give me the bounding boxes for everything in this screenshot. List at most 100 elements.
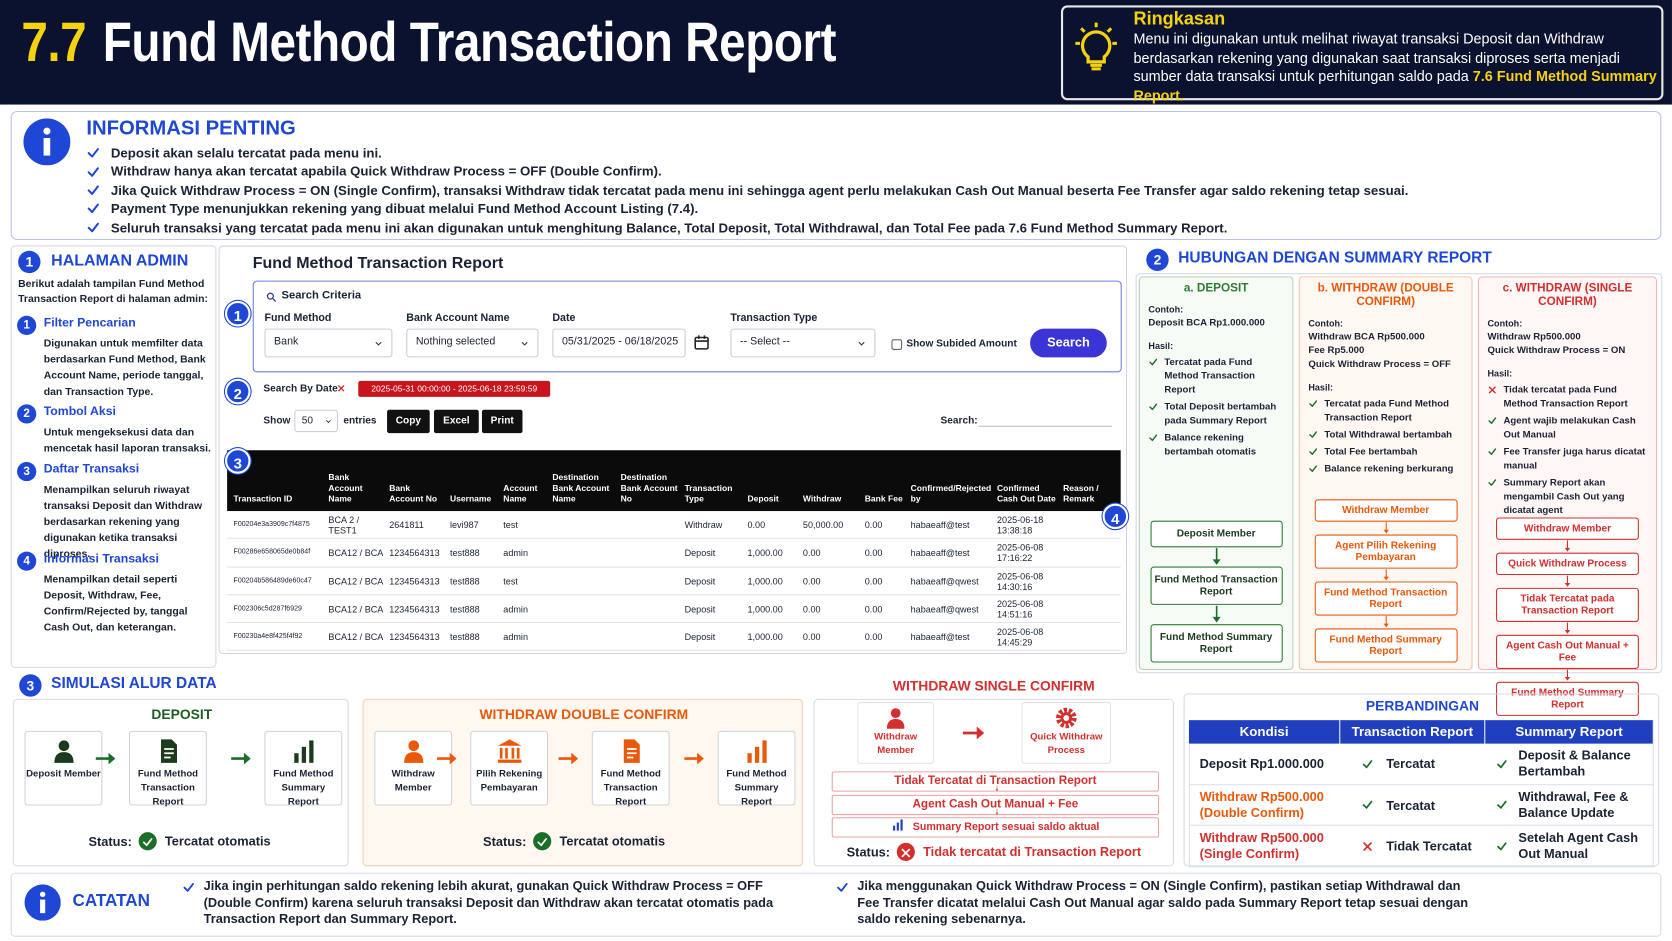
example-text: Quick Withdraw Process = ON bbox=[1487, 344, 1626, 356]
right-icon bbox=[435, 747, 458, 770]
table-cell: 1,000.00 bbox=[747, 575, 783, 587]
result-item: Balance rekening bertambah otomatis bbox=[1148, 431, 1283, 459]
check-icon bbox=[1496, 799, 1508, 811]
relation-flow: Withdraw Member Agent Pilih Rekening Pemb… bbox=[1308, 499, 1463, 663]
table-cell: Deposit bbox=[684, 603, 716, 615]
export-button[interactable]: Copy bbox=[387, 409, 430, 434]
checkbox[interactable] bbox=[891, 339, 903, 350]
search-label: Search: bbox=[940, 415, 978, 427]
column-header: Account Name bbox=[503, 483, 538, 504]
search-input[interactable] bbox=[978, 425, 1113, 427]
table-cell: 1,000.00 bbox=[747, 547, 783, 559]
entries-select[interactable]: 50 bbox=[294, 409, 339, 433]
table-cell: admin bbox=[503, 547, 528, 559]
flow-box: Agent Cash Out Manual + Fee bbox=[1496, 634, 1639, 669]
filter-select[interactable]: -- Select -- bbox=[730, 328, 876, 358]
step-number: 2 bbox=[17, 404, 37, 424]
export-button[interactable]: Print bbox=[481, 409, 523, 434]
checkbox-label: Show Subided Amount bbox=[906, 338, 1017, 350]
flow-step-label: Fund Method Summary Report bbox=[273, 768, 334, 807]
search-icon bbox=[266, 291, 278, 303]
filter-select[interactable]: Nothing selected bbox=[406, 328, 539, 358]
transaction-text: Tidak Tercatat bbox=[1386, 838, 1472, 854]
result-item: Tercatat pada Fund Method Transaction Re… bbox=[1308, 397, 1463, 425]
result-text: Total Withdrawal bertambah bbox=[1324, 428, 1453, 440]
table-header bbox=[227, 450, 1121, 512]
relation-column-title: a. DEPOSIT bbox=[1183, 281, 1249, 295]
table-cell: 50,000.00 bbox=[802, 519, 844, 531]
down-icon bbox=[1561, 575, 1574, 588]
result-text: Tercatat pada Fund Method Transaction Re… bbox=[1164, 356, 1256, 395]
column-header: Transaction Type bbox=[684, 483, 733, 504]
admin-panel: 1 HALAMAN ADMIN Berikut adalah tampilan Fu… bbox=[10, 245, 217, 668]
relation-column-title: c. WITHDRAW (SINGLE CONFIRM) bbox=[1502, 281, 1633, 309]
show-label: Show bbox=[263, 415, 291, 427]
example-text: Quick Withdraw Process = OFF bbox=[1308, 358, 1451, 370]
column-header: Confirmed Cash Out Date bbox=[996, 483, 1056, 504]
check-icon bbox=[86, 221, 100, 235]
flow-step: Pilih Rekening Pembayaran bbox=[470, 730, 549, 806]
result-item: Tidak tercatat pada Fund Method Transact… bbox=[1487, 383, 1647, 411]
filter-select[interactable]: 05/31/2025 - 06/18/2025 bbox=[552, 328, 686, 358]
down-icon bbox=[1561, 669, 1574, 682]
step-number: 3 bbox=[224, 448, 251, 474]
column-header: Destination Bank Account No bbox=[620, 472, 678, 504]
admin-item-title: Filter Pencarian bbox=[43, 316, 136, 330]
table-cell: Deposit bbox=[684, 575, 716, 587]
important-text: Withdraw hanya akan tercatat apabila Qui… bbox=[110, 164, 662, 180]
check-icon bbox=[1487, 478, 1497, 488]
right-icon bbox=[229, 747, 252, 770]
filter-value: 05/31/2025 - 06/18/2025 bbox=[561, 336, 679, 348]
filter-select[interactable]: Bank bbox=[264, 328, 393, 358]
example-text: Withdraw Rp500.000 bbox=[1487, 330, 1581, 342]
calendar-icon[interactable] bbox=[693, 334, 710, 351]
red-box-text: Tidak Tercatat di Transaction Report bbox=[894, 774, 1097, 788]
result-text: Tercatat pada Fund Method Transaction Re… bbox=[1324, 397, 1449, 423]
comparison-row bbox=[1188, 825, 1654, 867]
check-icon bbox=[1148, 402, 1158, 412]
search-criteria-box: Search Criteria Fund Method Bank Bank Accou… bbox=[252, 280, 1122, 373]
relation-title: HUBUNGAN DENGAN SUMMARY REPORT bbox=[1178, 249, 1492, 267]
table-cell: F00286e658065de0b84f bbox=[233, 548, 311, 557]
check-icon bbox=[1362, 758, 1374, 770]
flow-step-label: Fund Method Transaction Report bbox=[600, 768, 661, 807]
table-cell: 1234564313 bbox=[389, 547, 440, 559]
column-header: Bank Fee bbox=[864, 493, 903, 504]
sim-title: WITHDRAW SINGLE CONFIRM bbox=[892, 677, 1095, 694]
result-item: Tercatat pada Fund Method Transaction Re… bbox=[1148, 355, 1283, 397]
result-text: Agent wajib melakukan Cash Out Manual bbox=[1503, 415, 1636, 440]
table-cell: 0.00 bbox=[864, 575, 883, 587]
example-text: Fee Rp5.000 bbox=[1308, 344, 1365, 356]
table-cell: F00204e3a3909c7f4875 bbox=[233, 520, 310, 529]
table-cell: BCA12 / BCA bbox=[328, 575, 384, 587]
example-label: Contoh: bbox=[1487, 317, 1523, 329]
search-button[interactable]: Search bbox=[1030, 328, 1107, 358]
date-chip: 2025-05-31 00:00:00 - 2025-06-18 23:59:5… bbox=[358, 380, 551, 397]
flow-box: Tidak Tercatat pada Transaction Report bbox=[1496, 587, 1639, 623]
export-button[interactable]: Excel bbox=[433, 409, 479, 434]
important-item: Jika Quick Withdraw Process = ON (Single… bbox=[86, 182, 1643, 198]
table-row bbox=[227, 567, 1121, 596]
summary-text: Menu ini digunakan untuk melihat riwayat… bbox=[1133, 30, 1658, 105]
relation-column: b. WITHDRAW (DOUBLE CONFIRM) Contoh: Withd… bbox=[1298, 276, 1473, 671]
down-icon bbox=[994, 785, 1000, 792]
flow-step: Deposit Member bbox=[24, 730, 103, 806]
table-cell: BCA 2 / TEST1 bbox=[328, 514, 360, 536]
check-icon bbox=[86, 184, 100, 198]
table-cell: test888 bbox=[449, 631, 480, 643]
flow-box: Fund Method Transaction Report bbox=[1150, 566, 1283, 605]
result-text: Total Deposit bertambah pada Summary Rep… bbox=[1164, 401, 1277, 426]
step-number: 1 bbox=[224, 300, 251, 327]
flow-box: Agent Pilih Rekening Pembayaran bbox=[1314, 534, 1458, 569]
admin-item-text: Menampilkan seluruh riwayat transaksi De… bbox=[43, 484, 203, 561]
header-bar bbox=[0, 0, 1672, 105]
note-text: Jika ingin perhitungan saldo rekening le… bbox=[203, 878, 774, 927]
person-icon bbox=[400, 738, 426, 764]
down-icon bbox=[1379, 616, 1392, 629]
flow-step: Fund Method Transaction Report bbox=[591, 730, 670, 807]
check-icon bbox=[86, 202, 100, 216]
down-icon bbox=[1561, 622, 1574, 635]
red-box-text: Summary Report sesuai saldo aktual bbox=[912, 821, 1100, 834]
down-icon bbox=[1379, 522, 1392, 535]
status-label: Status: bbox=[483, 833, 527, 849]
